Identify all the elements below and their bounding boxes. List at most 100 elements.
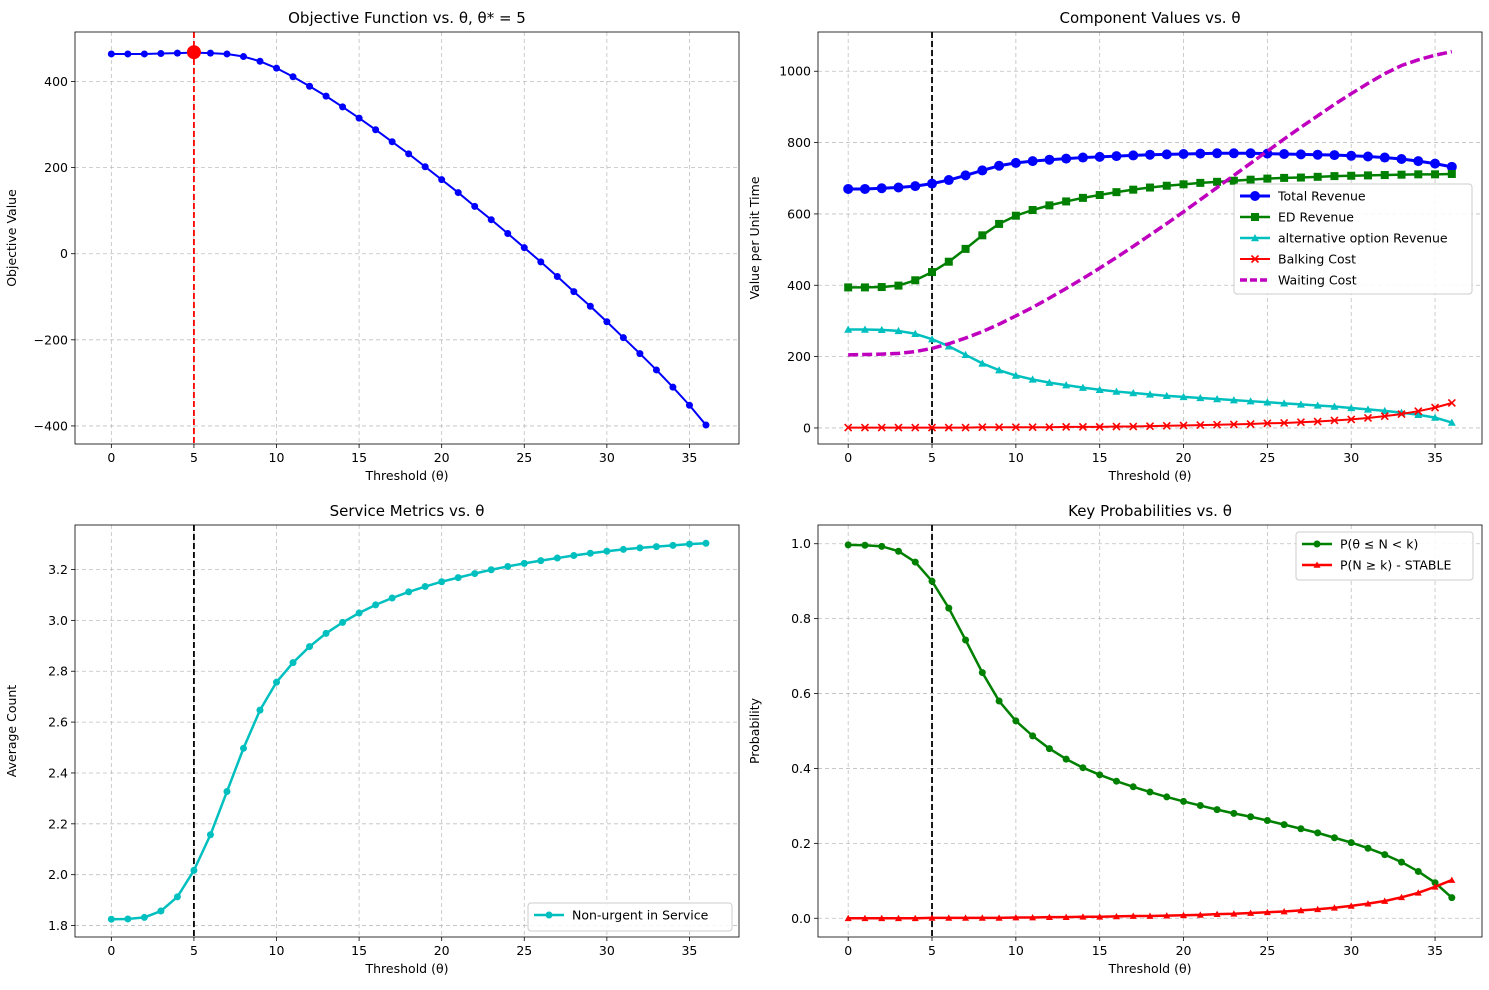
data-point [1162,181,1171,190]
y-tick-label: 200 [44,160,68,175]
data-point [995,697,1003,705]
data-point [1246,419,1255,429]
x-tick-label: 10 [1008,943,1024,958]
data-point [1431,879,1439,887]
data-point [1431,413,1440,421]
data-point [206,49,214,57]
data-point [157,907,165,915]
data-point [877,325,886,334]
x-tick-label: 20 [1176,450,1192,465]
x-tick-label: 15 [351,450,367,465]
data-point [876,183,887,194]
y-tick-label: 3.2 [48,562,68,577]
data-point [1398,893,1406,901]
data-point [1213,420,1222,429]
data-point [1045,423,1054,432]
data-point [1079,764,1087,772]
data-point [1180,797,1188,805]
x-axis-label: Threshold (θ) [365,961,449,976]
legend-box [1295,531,1474,581]
data-point [1012,914,1020,921]
axes-frame [817,524,1483,938]
data-point [1312,149,1323,160]
y-tick-label: 200 [787,349,811,364]
data-point [636,544,644,552]
chart-title: Component Values vs. θ [1059,9,1240,27]
legend-label: Total Revenue [1277,189,1366,204]
data-point [911,558,919,566]
data-point [960,170,971,181]
x-tick-label: 0 [107,450,115,465]
y-axis-label: Objective Value [4,189,19,287]
y-tick-label: 800 [787,135,811,150]
x-tick-label: 0 [844,450,852,465]
y-tick-label: 0.0 [791,911,811,926]
data-point [504,229,512,237]
data-point [1027,156,1038,167]
data-point [1112,422,1121,431]
data-point [1129,388,1138,397]
y-tick-label: 2.4 [48,765,68,780]
data-point [928,268,937,277]
data-point [1178,148,1189,159]
data-point [1414,407,1423,416]
data-point [1146,788,1154,796]
data-point [1297,906,1305,914]
data-point [1045,201,1054,210]
data-point [1347,403,1356,412]
data-point [1128,150,1139,161]
data-point [843,183,854,194]
data-point [553,554,561,562]
y-tick-label: −400 [34,418,68,433]
data-point [339,103,347,111]
data-point [1145,149,1155,160]
data-point [256,57,264,65]
x-tick-label: 25 [1259,450,1275,465]
data-point [961,244,970,253]
data-point [372,601,380,609]
data-point [537,258,545,266]
data-point [962,636,970,644]
x-tick-label: 20 [1176,943,1192,958]
chart-3: 0 5 10 15 20 25 30 35 1.8 2.0 2.2 2.4 2.6 2.8 3.0 3.2 Se… [4,502,740,976]
data-point [685,540,693,548]
data-point [1078,383,1087,391]
data-point [1380,412,1389,421]
data-point [844,541,852,549]
data-point [702,539,710,547]
legend-label: Non-urgent in Service [572,908,709,923]
data-point [1263,398,1272,406]
data-point [1430,403,1440,412]
data-point [504,562,512,570]
data-point [1112,912,1120,920]
data-point [421,163,429,171]
data-point [553,273,561,281]
data-point [1163,793,1171,801]
data-point [487,216,495,224]
data-point [206,831,214,839]
data-point [861,914,869,922]
axes-frame [74,524,740,938]
series-line [848,402,1453,429]
data-point [861,541,869,549]
data-point [1045,378,1054,386]
data-point [1095,385,1104,393]
data-point [289,73,297,81]
data-point [911,329,920,337]
data-point [995,423,1004,432]
data-point [1146,912,1154,919]
data-point [454,189,462,197]
data-point [927,423,937,432]
data-point [1347,839,1355,847]
data-point [1380,171,1389,180]
data-point [405,588,413,596]
data-point [1413,156,1424,167]
data-point [878,542,886,550]
data-point [372,126,380,134]
legend-marker [1251,234,1259,242]
data-point [1398,858,1406,866]
data-point [894,326,903,335]
data-point [1363,171,1372,180]
x-tick-label: 10 [1008,450,1024,465]
x-tick-label: 25 [516,450,532,465]
